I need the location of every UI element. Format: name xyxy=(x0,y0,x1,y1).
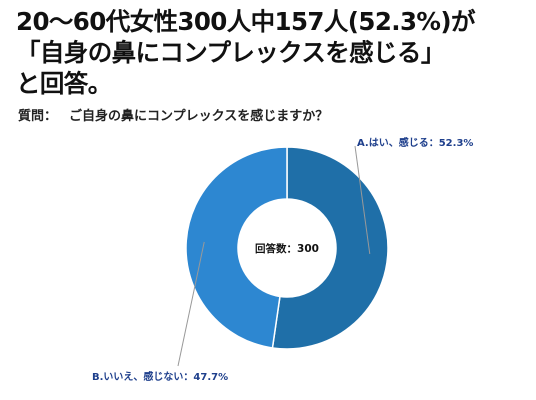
headline-line-2: 「自身の鼻にコンプレックスを感じる」 xyxy=(16,38,445,67)
center-label: 回答数：300 xyxy=(255,242,319,255)
chart-leader-lines xyxy=(177,145,371,367)
headline-line-3: と回答。 xyxy=(16,69,112,98)
headline-line-1: 20〜60代女性300人中157人(52.3%)が xyxy=(16,7,475,36)
leader-line-a xyxy=(354,145,371,255)
question: 質問： ご自身の鼻にコンプレックスを感じますか？ xyxy=(18,105,328,124)
slice-label-a: A.はい、感じる：52.3% xyxy=(357,136,473,149)
question-text: ご自身の鼻にコンプレックスを感じますか？ xyxy=(69,109,329,124)
headline: 20〜60代女性300人中157人(52.3%)が 「自身の鼻にコンプレックスを… xyxy=(16,6,526,99)
question-label: 質問： xyxy=(18,109,58,124)
donut-slice-b xyxy=(185,146,288,349)
chart-slices xyxy=(185,146,389,350)
leader-line-b xyxy=(177,241,205,367)
donut-slice-a xyxy=(271,146,389,350)
slice-label-b: B.いいえ、感じない：47.7% xyxy=(92,370,228,383)
